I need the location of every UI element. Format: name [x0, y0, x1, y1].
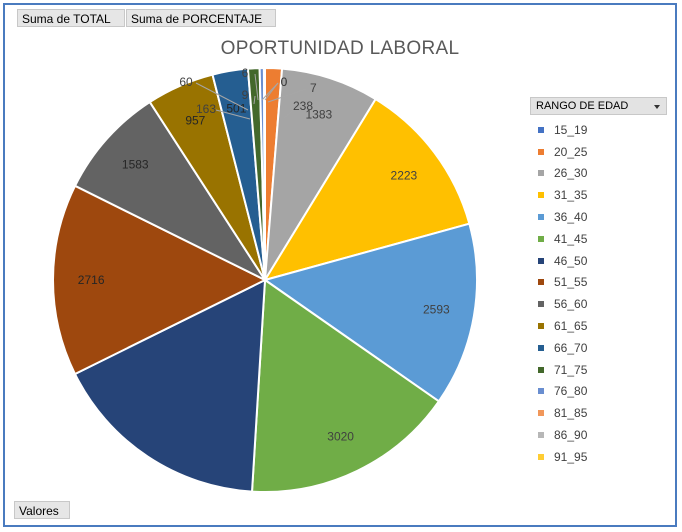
- legend-label: 46_50: [554, 253, 588, 268]
- leader-line-20_25: [283, 106, 298, 119]
- legend-item-86_90: 86_90: [538, 424, 587, 446]
- legend-item-31_35: 31_35: [538, 184, 587, 206]
- legend-item-91_95: 91_95: [538, 446, 587, 468]
- legend-label: 66_70: [554, 340, 588, 355]
- legend-swatch: [538, 148, 544, 155]
- leader-line-86_90: [254, 73, 259, 101]
- data-label-86_90: 6: [242, 66, 249, 80]
- legend-label: 61_65: [554, 319, 588, 334]
- legend-header-label: RANGO DE EDAD: [536, 100, 629, 112]
- legend-item-36_40: 36_40: [538, 206, 587, 228]
- values-field-button[interactable]: Valores: [14, 501, 70, 519]
- legend-swatch: [538, 344, 544, 351]
- legend-label: 51_55: [554, 275, 588, 290]
- chart-title: OPORTUNIDAD LABORAL: [220, 38, 460, 59]
- legend-label: 71_75: [554, 362, 588, 377]
- legend-item-41_45: 41_45: [538, 228, 587, 250]
- legend-item-26_30: 26_30: [538, 163, 587, 185]
- legend-swatch: [538, 214, 544, 221]
- sum-percentage-field-button[interactable]: Suma de PORCENTAJE: [126, 9, 276, 27]
- legend-item-51_55: 51_55: [538, 272, 587, 294]
- age-range-filter-button[interactable]: RANGO DE EDAD: [530, 97, 667, 115]
- legend-swatch: [538, 301, 544, 308]
- data-label-31_35: 2223: [391, 168, 418, 182]
- legend-swatch: [538, 410, 544, 417]
- legend-item-56_60: 56_60: [538, 293, 587, 315]
- chart-frame: [3, 3, 677, 527]
- leader-line-81_85: [253, 95, 256, 105]
- data-label-61_65: 957: [185, 114, 205, 128]
- legend-label: 31_35: [554, 188, 588, 203]
- data-label-extra: 7: [310, 81, 317, 95]
- legend-swatch: [538, 432, 544, 439]
- legend-swatch: [538, 192, 544, 199]
- legend-swatch: [538, 126, 544, 133]
- legend-label: 91_95: [554, 449, 588, 464]
- data-label-41_45: 3020: [327, 430, 354, 444]
- data-label-20_25: 238: [293, 99, 313, 113]
- data-label-15_19: 0: [281, 75, 288, 89]
- legend-label: 20_25: [554, 144, 588, 159]
- legend-item-46_50: 46_50: [538, 250, 587, 272]
- legend-label: 56_60: [554, 297, 588, 312]
- legend-label: 86_90: [554, 428, 588, 443]
- leader-line-76_80: [195, 82, 249, 111]
- legend-swatch: [538, 170, 544, 177]
- pie-slice-26_30[interactable]: [264, 67, 378, 281]
- legend-label: 15_19: [554, 122, 588, 137]
- data-label-91_95: 0: [281, 75, 288, 89]
- legend-item-15_19: 15_19: [538, 119, 587, 141]
- legend-label: 41_45: [554, 231, 588, 246]
- data-label-36_40: 2593: [423, 302, 450, 316]
- data-label-56_60: 1583: [122, 157, 149, 171]
- legend-label: 26_30: [554, 166, 588, 181]
- legend-item-81_85: 81_85: [538, 402, 587, 424]
- legend-label: 76_80: [554, 384, 588, 399]
- data-label-51_55: 2716: [78, 273, 105, 287]
- legend-item-20_25: 20_25: [538, 141, 587, 163]
- legend-swatch: [538, 323, 544, 330]
- legend-item-76_80: 76_80: [538, 381, 587, 403]
- data-label-71_75: 163: [196, 102, 216, 116]
- pie-slice-46_50[interactable]: [73, 278, 267, 493]
- pie-slice-36_40[interactable]: [262, 222, 478, 403]
- legend-item-66_70: 66_70: [538, 337, 587, 359]
- leader-line-91_95: [264, 82, 279, 101]
- data-label-81_85: 9: [242, 88, 249, 102]
- dropdown-arrow-icon[interactable]: [654, 105, 660, 109]
- legend-item-61_65: 61_65: [538, 315, 587, 337]
- legend-swatch: [538, 235, 544, 242]
- pie-slice-51_55[interactable]: [52, 184, 268, 376]
- data-label-66_70: 501: [226, 102, 246, 116]
- leader-line-71_75: [215, 109, 251, 120]
- legend-label: 81_85: [554, 406, 588, 421]
- legend-label: 36_40: [554, 210, 588, 225]
- leader-line-extra: [267, 88, 307, 103]
- legend-swatch: [538, 257, 544, 264]
- data-label-76_80: 60: [179, 75, 193, 89]
- sum-total-field-button[interactable]: Suma de TOTAL: [17, 9, 125, 27]
- pie-slice-41_45[interactable]: [250, 278, 441, 493]
- legend-item-71_75: 71_75: [538, 359, 587, 381]
- legend-swatch: [538, 279, 544, 286]
- legend-swatch: [538, 388, 544, 395]
- legend-swatch: [538, 366, 544, 373]
- data-label-26_30: 1383: [305, 108, 332, 122]
- legend-swatch: [538, 453, 544, 460]
- legend: 15_19 20_25 26_30 31_35 36_40 41_45 46_50 51_55…: [538, 119, 587, 468]
- pie-slice-31_35[interactable]: [262, 97, 471, 282]
- pie-slice-56_60[interactable]: [73, 100, 268, 283]
